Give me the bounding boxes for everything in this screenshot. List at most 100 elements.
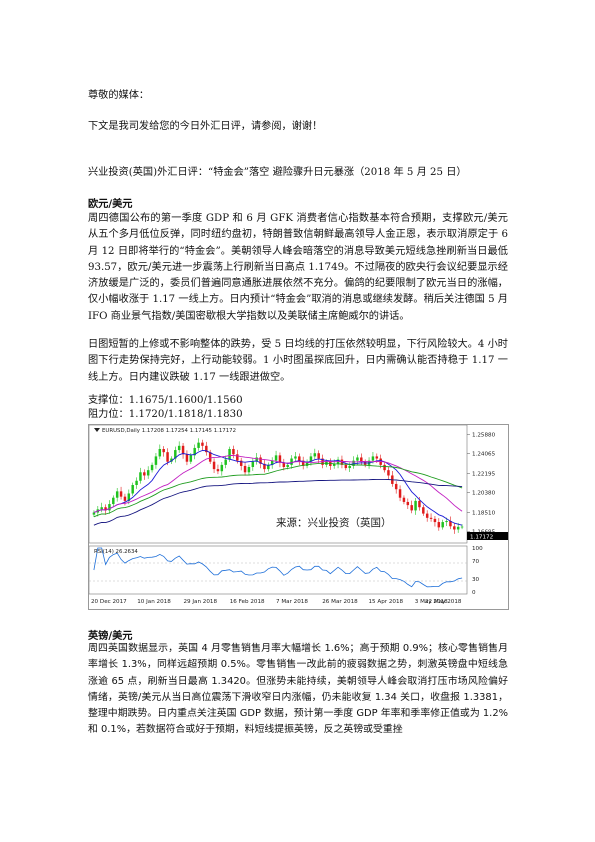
candle-body	[313, 453, 317, 457]
price-axis: 1.258801.240651.221951.203801.185101.166…	[467, 432, 496, 536]
candle-body	[410, 505, 413, 511]
date-tick-label: 15 Apr 2018	[369, 599, 404, 605]
candle-body	[425, 513, 429, 518]
candle-body	[119, 491, 123, 497]
candle-body	[445, 521, 448, 523]
candle-body	[216, 469, 220, 472]
date-tick-label: 26 Mar 2018	[322, 599, 358, 605]
candle-body	[356, 457, 359, 461]
candle-body	[274, 455, 278, 461]
candle-body	[406, 501, 410, 506]
candle-body	[181, 445, 185, 455]
candle-body	[177, 445, 181, 451]
eurusd-chart: 1.258801.240651.221951.203801.185101.166…	[88, 424, 509, 610]
rsi-tick-label: 0	[472, 590, 476, 596]
candle-body	[394, 483, 398, 490]
candle-body	[402, 497, 406, 502]
candle-body	[437, 522, 441, 528]
candle-body	[305, 461, 309, 466]
candle-body	[154, 456, 158, 465]
candle-body	[387, 470, 390, 476]
candle-body	[127, 493, 131, 501]
intro-line: 下文是我司发给您的今日外汇日评，请参阅，谢谢！	[88, 121, 323, 132]
ma-mid-line	[93, 454, 463, 513]
date-axis: 20 Dec 2017 10 Jan 2018 29 Jan 2018 16 Feb …	[91, 599, 462, 605]
candle-body	[247, 467, 251, 473]
ma-fast-line	[93, 450, 463, 526]
date-tick-label: 7 Mar 2018	[276, 599, 308, 605]
candle-body	[317, 453, 320, 459]
current-price-box	[467, 532, 508, 540]
chart-ohlc: 1.17208 1.17254 1.17145 1.17172	[141, 428, 236, 434]
ma-slow-line	[93, 462, 463, 518]
candle-body	[232, 449, 235, 455]
candlestick-series	[92, 438, 464, 534]
date-tick-label: 22 May 2018	[425, 599, 462, 605]
candle-body	[259, 457, 262, 464]
candle-body	[162, 449, 165, 453]
candle-body	[115, 491, 119, 498]
candle-body	[441, 522, 444, 528]
candle-body	[270, 460, 274, 465]
date-tick-label: 3 May 2018	[415, 599, 448, 605]
candle-body	[205, 445, 208, 453]
candle-body	[348, 465, 351, 469]
eurusd-paragraph-1: 周四德国公布的第一季度 GDP 和 6 月 GFK 消费者信心指数基本符合预期，…	[88, 213, 508, 322]
candle-body	[414, 500, 417, 511]
candle-body	[267, 464, 270, 470]
rsi-axis: 100 70 30 0	[472, 546, 483, 596]
price-tick-label: 1.18510	[472, 510, 496, 516]
ma-long-line	[93, 478, 463, 526]
candle-body	[422, 507, 425, 514]
candle-body	[290, 458, 293, 465]
date-tick-label: 16 Feb 2018	[230, 599, 265, 605]
candle-body	[100, 507, 103, 510]
candle-body	[143, 472, 146, 476]
candle-body	[236, 454, 239, 461]
price-tick-label: 1.20380	[472, 491, 496, 497]
candle-body	[263, 463, 266, 470]
candle-body	[282, 462, 286, 467]
candle-body	[146, 470, 150, 476]
rsi-tick-label: 30	[472, 577, 480, 583]
candle-body	[104, 507, 107, 511]
candle-body	[383, 464, 386, 471]
candle-body	[150, 464, 154, 471]
candle-body	[344, 464, 348, 469]
date-tick-label: 29 Jan 2018	[184, 599, 218, 605]
candle-body	[456, 526, 460, 530]
candle-body	[360, 457, 363, 462]
candle-body	[170, 458, 173, 462]
candle-body	[309, 456, 313, 462]
candle-body	[131, 485, 134, 494]
candle-body	[228, 449, 231, 460]
candle-body	[418, 500, 421, 508]
eurusd-paragraph-2: 日图短暂的上修或不影响整体的跌势，受 5 日均线的打压依然较明显，下行风险较大。…	[88, 339, 508, 383]
rsi-title: RSI(14) 26.2634	[94, 549, 138, 555]
candle-body	[375, 456, 379, 459]
chart-watermark: 来源：兴业投资（英国）	[276, 516, 392, 529]
candle-body	[92, 512, 96, 515]
candle-body	[197, 442, 200, 448]
candle-body	[220, 464, 224, 472]
resistance-levels: 阻力位：1.1720/1.1818/1.1830	[88, 409, 243, 420]
candle-body	[135, 480, 138, 485]
dropdown-arrow-icon	[94, 428, 100, 432]
date-tick-label: 10 Jan 2018	[137, 599, 171, 605]
candle-body	[449, 521, 452, 527]
candle-body	[352, 460, 355, 466]
candle-body	[251, 461, 255, 467]
candle-body	[332, 463, 336, 466]
support-levels: 支撑位：1.1675/1.1600/1.1560	[88, 395, 243, 406]
candle-body	[371, 456, 375, 461]
candle-body	[108, 504, 111, 511]
candle-body	[158, 449, 162, 457]
price-tick-label: 1.22195	[472, 471, 496, 477]
candle-body	[298, 456, 301, 461]
greeting: 尊敬的媒体：	[88, 90, 150, 101]
chart-symbol-label: EURUSD,Daily	[102, 428, 140, 434]
candle-body	[208, 452, 212, 462]
candle-body	[460, 526, 464, 528]
candle-body	[453, 526, 456, 530]
chart-symbol: EURUSD,Daily 1.17208 1.17254 1.17145 1.1…	[94, 428, 236, 434]
